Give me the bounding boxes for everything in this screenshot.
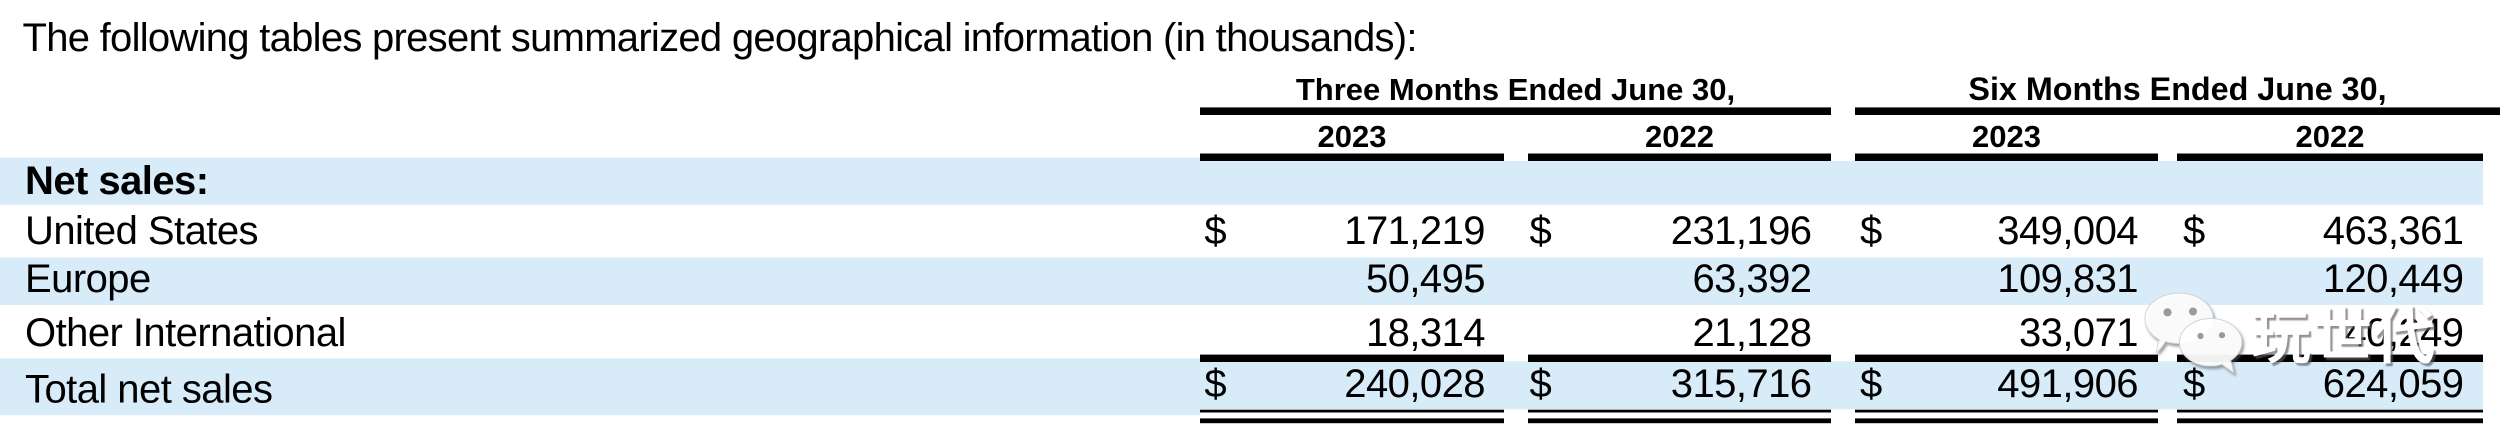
svg-text:21,128: 21,128 — [1692, 311, 1811, 355]
svg-text:109,831: 109,831 — [1997, 257, 2138, 301]
svg-text:United States: United States — [25, 209, 258, 253]
svg-text:Europe: Europe — [25, 257, 151, 301]
svg-text:315,716: 315,716 — [1671, 362, 1812, 406]
svg-text:33,071: 33,071 — [2019, 311, 2138, 355]
svg-text:240,028: 240,028 — [1344, 362, 1485, 406]
svg-text:120,449: 120,449 — [2323, 257, 2464, 301]
svg-text:Six Months Ended June 30,: Six Months Ended June 30, — [1968, 71, 2386, 107]
svg-text:50,495: 50,495 — [1366, 257, 1485, 301]
svg-text:40,249: 40,249 — [2344, 311, 2463, 355]
svg-text:2023: 2023 — [1318, 119, 1387, 154]
svg-text:Total net sales: Total net sales — [25, 368, 272, 412]
svg-text:$: $ — [1204, 362, 1226, 406]
svg-text:The following tables present s: The following tables present summarized … — [23, 16, 1417, 60]
svg-text:$: $ — [1530, 362, 1552, 406]
svg-text:$: $ — [1204, 209, 1226, 253]
svg-text:$: $ — [2183, 209, 2205, 253]
svg-text:171,219: 171,219 — [1344, 209, 1485, 253]
svg-text:349,004: 349,004 — [1997, 209, 2138, 253]
svg-text:491,906: 491,906 — [1997, 362, 2138, 406]
svg-text:$: $ — [1530, 209, 1552, 253]
svg-text:463,361: 463,361 — [2323, 209, 2464, 253]
svg-text:63,392: 63,392 — [1692, 257, 1811, 301]
svg-text:$: $ — [1860, 362, 1882, 406]
svg-text:231,196: 231,196 — [1671, 209, 1812, 253]
svg-text:2022: 2022 — [1645, 119, 1714, 154]
svg-text:2022: 2022 — [2296, 119, 2365, 154]
svg-text:Three Months Ended June 30,: Three Months Ended June 30, — [1296, 72, 1735, 107]
svg-text:$: $ — [2183, 362, 2205, 406]
svg-text:624,059: 624,059 — [2323, 362, 2464, 406]
svg-text:$: $ — [1860, 209, 1882, 253]
svg-text:Net sales:: Net sales: — [25, 159, 209, 203]
svg-text:Other International: Other International — [25, 311, 346, 355]
svg-text:2023: 2023 — [1972, 119, 2041, 154]
svg-text:18,314: 18,314 — [1366, 311, 1485, 355]
